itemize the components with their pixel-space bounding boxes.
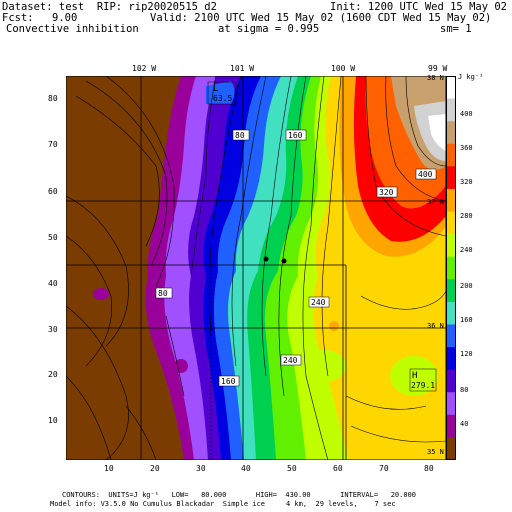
colorbar-swatch — [446, 143, 456, 167]
y-tick-20: 20 — [48, 370, 58, 379]
lon-label-102w: 102 W — [132, 64, 157, 73]
fill-white — [428, 114, 446, 151]
dataset-label: Dataset: test RIP: rip20020515 d2 — [2, 1, 217, 13]
x-tick-70: 70 — [379, 464, 389, 473]
colorbar-label: 80 — [460, 386, 469, 394]
colorbar-label: 240 — [460, 246, 473, 254]
x-tick-60: 60 — [333, 464, 343, 473]
low-marker-letter: L — [213, 84, 218, 94]
colorbar-swatch — [446, 166, 456, 190]
forecast-hours: 9.00 — [52, 12, 78, 24]
colorbar-swatch — [446, 324, 456, 348]
colorbar-swatch — [446, 437, 456, 460]
colorbar-label: 400 — [460, 110, 473, 118]
lat-label-35n: 35 N — [427, 448, 444, 456]
contour-label: 160 — [221, 377, 236, 386]
fill-yellow-green-blob-se — [390, 356, 438, 396]
fill-brown — [66, 76, 184, 460]
colorbar-label: 120 — [460, 350, 473, 358]
model-info: Model info: V3.5.0 No Cumulus Blackadar … — [50, 500, 396, 508]
init-time: Init: 1200 UTC Wed 15 May 02 — [330, 1, 508, 13]
colorbar-swatch — [446, 347, 456, 371]
map-grid — [66, 76, 446, 460]
contour-label: 240 — [311, 298, 326, 307]
y-tick-70: 70 — [48, 140, 58, 149]
contour-lines — [66, 76, 446, 460]
colorbar-swatch — [446, 369, 456, 393]
contour-value-labels: 80 160 320 400 80 240 240 160 L 63.5 H 2… — [155, 81, 437, 392]
colorbar-label: 40 — [460, 420, 469, 428]
contour-label: 160 — [288, 131, 303, 140]
lat-label-38n: 38 N — [427, 74, 444, 82]
contour-label: 320 — [379, 188, 394, 197]
colorbar-swatch — [446, 414, 456, 438]
y-tick-80: 80 — [48, 94, 58, 103]
y-tick-60: 60 — [48, 187, 58, 196]
x-tick-10: 10 — [104, 464, 114, 473]
colorbar-swatch — [446, 98, 456, 122]
fill-blue-low-patch — [206, 81, 235, 104]
valid-time: Valid: 2100 UTC Wed 15 May 02 (1600 CDT … — [150, 12, 492, 24]
colorbar-swatch — [446, 76, 456, 100]
high-marker-letter: H — [412, 371, 417, 381]
y-tick-30: 30 — [48, 325, 58, 334]
fill-orange-dot — [329, 321, 339, 331]
lat-label-36n: 36 N — [427, 322, 444, 330]
high-marker-value: 279.1 — [411, 381, 435, 390]
y-tick-10: 10 — [48, 416, 58, 425]
colorbar-swatch — [446, 211, 456, 235]
colorbar-frame — [446, 76, 456, 460]
fill-purple-blob — [174, 359, 188, 373]
y-tick-40: 40 — [48, 279, 58, 288]
colorbar-swatch — [446, 188, 456, 213]
contour-label: 80 — [158, 289, 168, 298]
forecast-label: Fcst: — [2, 12, 34, 24]
lon-label-99w: 99 W — [428, 64, 448, 73]
low-marker-value: 63.5 — [213, 94, 232, 103]
lon-label-100w: 100 W — [331, 64, 356, 73]
contours-info: CONTOURS: UNITS=J kg⁻¹ LOW= 80.000 HIGH=… — [62, 491, 417, 499]
x-tick-40: 40 — [241, 464, 251, 473]
station-dot — [281, 258, 287, 264]
station-dot — [263, 256, 269, 262]
colorbar-label: 200 — [460, 282, 473, 290]
colorbar-swatch — [446, 392, 456, 416]
x-tick-50: 50 — [287, 464, 297, 473]
x-tick-20: 20 — [150, 464, 160, 473]
sigma-level: at sigma = 0.995 — [218, 23, 320, 35]
colorbar-swatch — [446, 256, 456, 280]
smoothing-label: sm= 1 — [440, 23, 472, 35]
colorbar-swatch — [446, 279, 456, 303]
x-tick-30: 30 — [196, 464, 206, 473]
field-name: Convective inhibition — [6, 23, 139, 35]
colorbar-swatch — [446, 234, 456, 258]
colorbar-label: 280 — [460, 212, 473, 220]
lon-label-101w: 101 W — [230, 64, 255, 73]
contour-label: 240 — [283, 356, 298, 365]
colorbar-unit: J kg⁻¹ — [458, 73, 484, 81]
colorbar-label: 360 — [460, 144, 473, 152]
colorbar-swatch — [446, 301, 456, 325]
colorbar-swatch — [446, 121, 456, 145]
fill-purple-blob-west — [93, 288, 109, 300]
cin-contour-map: 80 160 320 400 80 240 240 160 L 63.5 H 2… — [66, 76, 446, 460]
fill-yellow-green-blob — [302, 350, 346, 382]
colorbar — [446, 76, 456, 460]
colorbar-label: 160 — [460, 316, 473, 324]
y-tick-50: 50 — [48, 233, 58, 242]
contour-label: 80 — [235, 131, 245, 140]
colorbar-label: 320 — [460, 178, 473, 186]
lat-label-37n: 37 N — [427, 198, 444, 206]
x-tick-80: 80 — [424, 464, 434, 473]
contour-label: 400 — [418, 170, 433, 179]
